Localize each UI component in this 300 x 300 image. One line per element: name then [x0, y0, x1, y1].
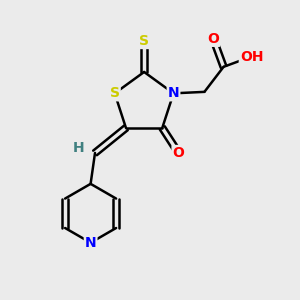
Text: S: S: [110, 86, 120, 100]
Text: N: N: [168, 86, 179, 100]
Text: OH: OH: [240, 50, 263, 64]
Text: O: O: [207, 32, 219, 46]
Text: O: O: [172, 146, 184, 160]
Text: N: N: [85, 236, 96, 250]
Text: H: H: [73, 141, 85, 154]
Text: S: S: [139, 34, 149, 48]
